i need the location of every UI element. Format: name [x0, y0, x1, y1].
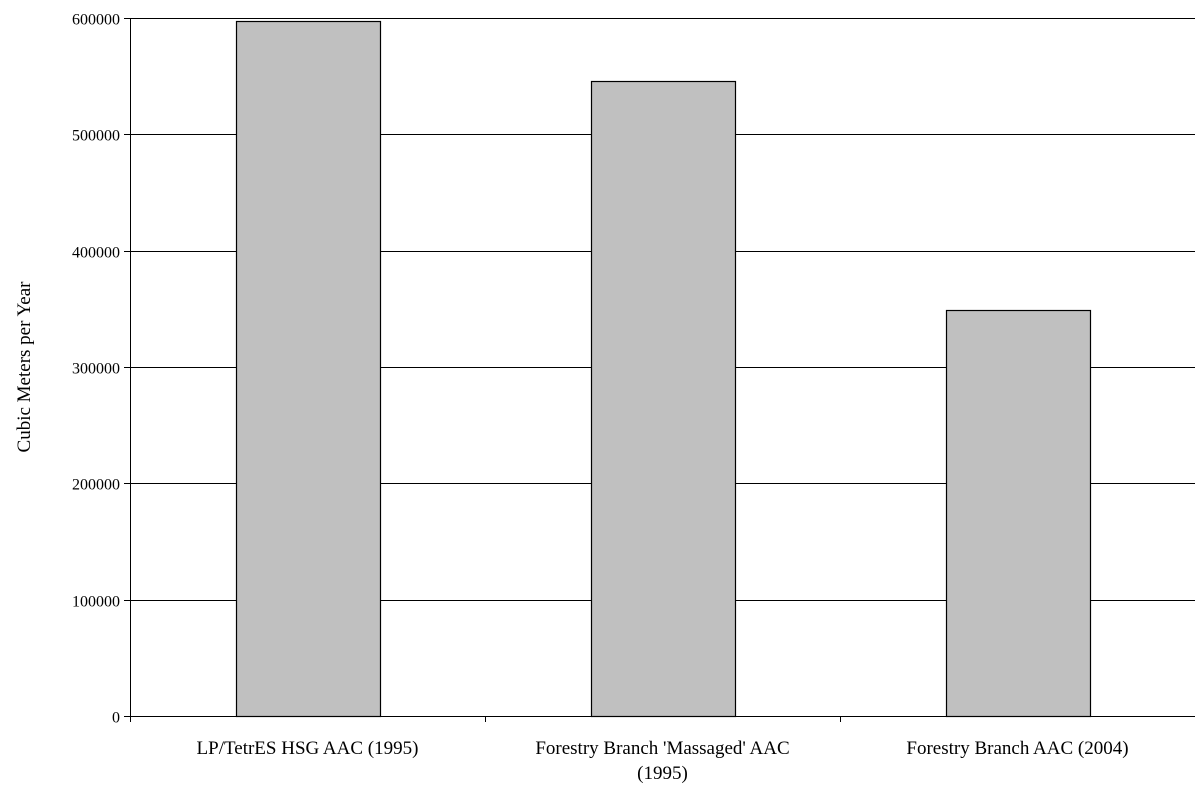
y-tick-label: 200000: [72, 477, 120, 494]
y-tick-label: 600000: [72, 12, 120, 29]
y-tick-label: 100000: [72, 594, 120, 611]
x-category-label-line: Forestry Branch 'Massaged' AAC: [535, 738, 789, 759]
x-category-label-line: (1995): [637, 763, 688, 784]
bar: [947, 311, 1091, 717]
x-category-label: LP/TetrES HSG AAC (1995): [197, 738, 419, 759]
y-tick-label: 300000: [72, 361, 120, 378]
x-category-label: Forestry Branch AAC (2004): [906, 738, 1128, 759]
bar: [592, 82, 736, 717]
y-tick-label: 500000: [72, 128, 120, 145]
x-category-label-line: LP/TetrES HSG AAC (1995): [197, 738, 419, 759]
x-category-label-line: Forestry Branch AAC (2004): [906, 738, 1128, 759]
y-axis-title: Cubic Meters per Year: [14, 281, 35, 453]
bar: [237, 22, 381, 717]
y-tick-label: 400000: [72, 245, 120, 262]
bars: [237, 22, 1091, 717]
x-category-label: Forestry Branch 'Massaged' AAC (1995): [535, 738, 789, 784]
y-tick-label: 0: [112, 710, 120, 727]
